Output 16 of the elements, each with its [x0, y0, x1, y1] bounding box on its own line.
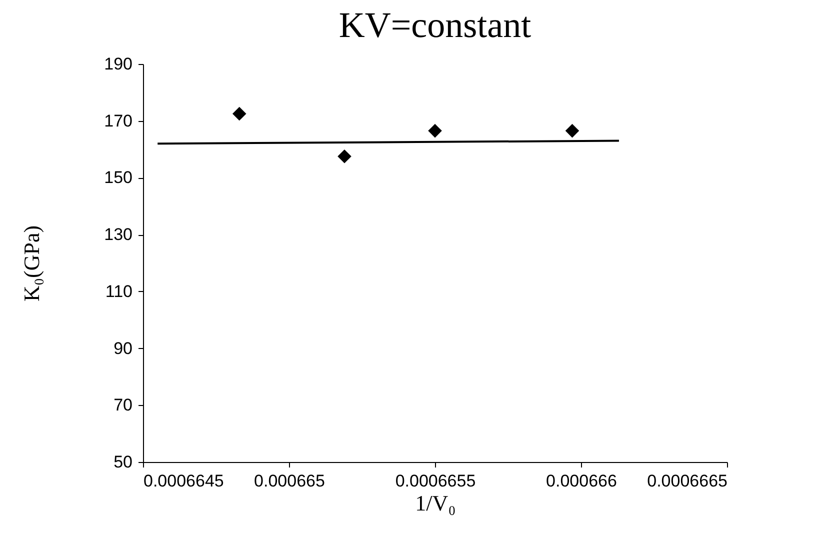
x-axis-title: 1/V₀	[415, 490, 456, 516]
y-tick-label: 130	[104, 225, 132, 244]
y-tick-label: 70	[114, 396, 132, 415]
chart-title: KV=constant	[338, 5, 532, 45]
y-tick-label: 190	[104, 54, 132, 74]
y-tick-label: 110	[105, 282, 132, 301]
x-tick-label: 0.000666	[546, 472, 617, 490]
y-tick-label: 50	[114, 452, 132, 472]
y-axis-title: K₀(GPa)	[19, 225, 44, 302]
x-tick-label: 0.0006655	[395, 472, 476, 490]
x-tick-label: 0.0006645	[144, 472, 224, 490]
y-tick-label: 90	[114, 338, 132, 358]
x-tick-label: 0.0006665	[647, 472, 728, 490]
x-tick-label: 0.000665	[254, 472, 325, 490]
y-tick-label: 150	[104, 168, 132, 188]
y-tick-label: 170	[104, 111, 132, 130]
